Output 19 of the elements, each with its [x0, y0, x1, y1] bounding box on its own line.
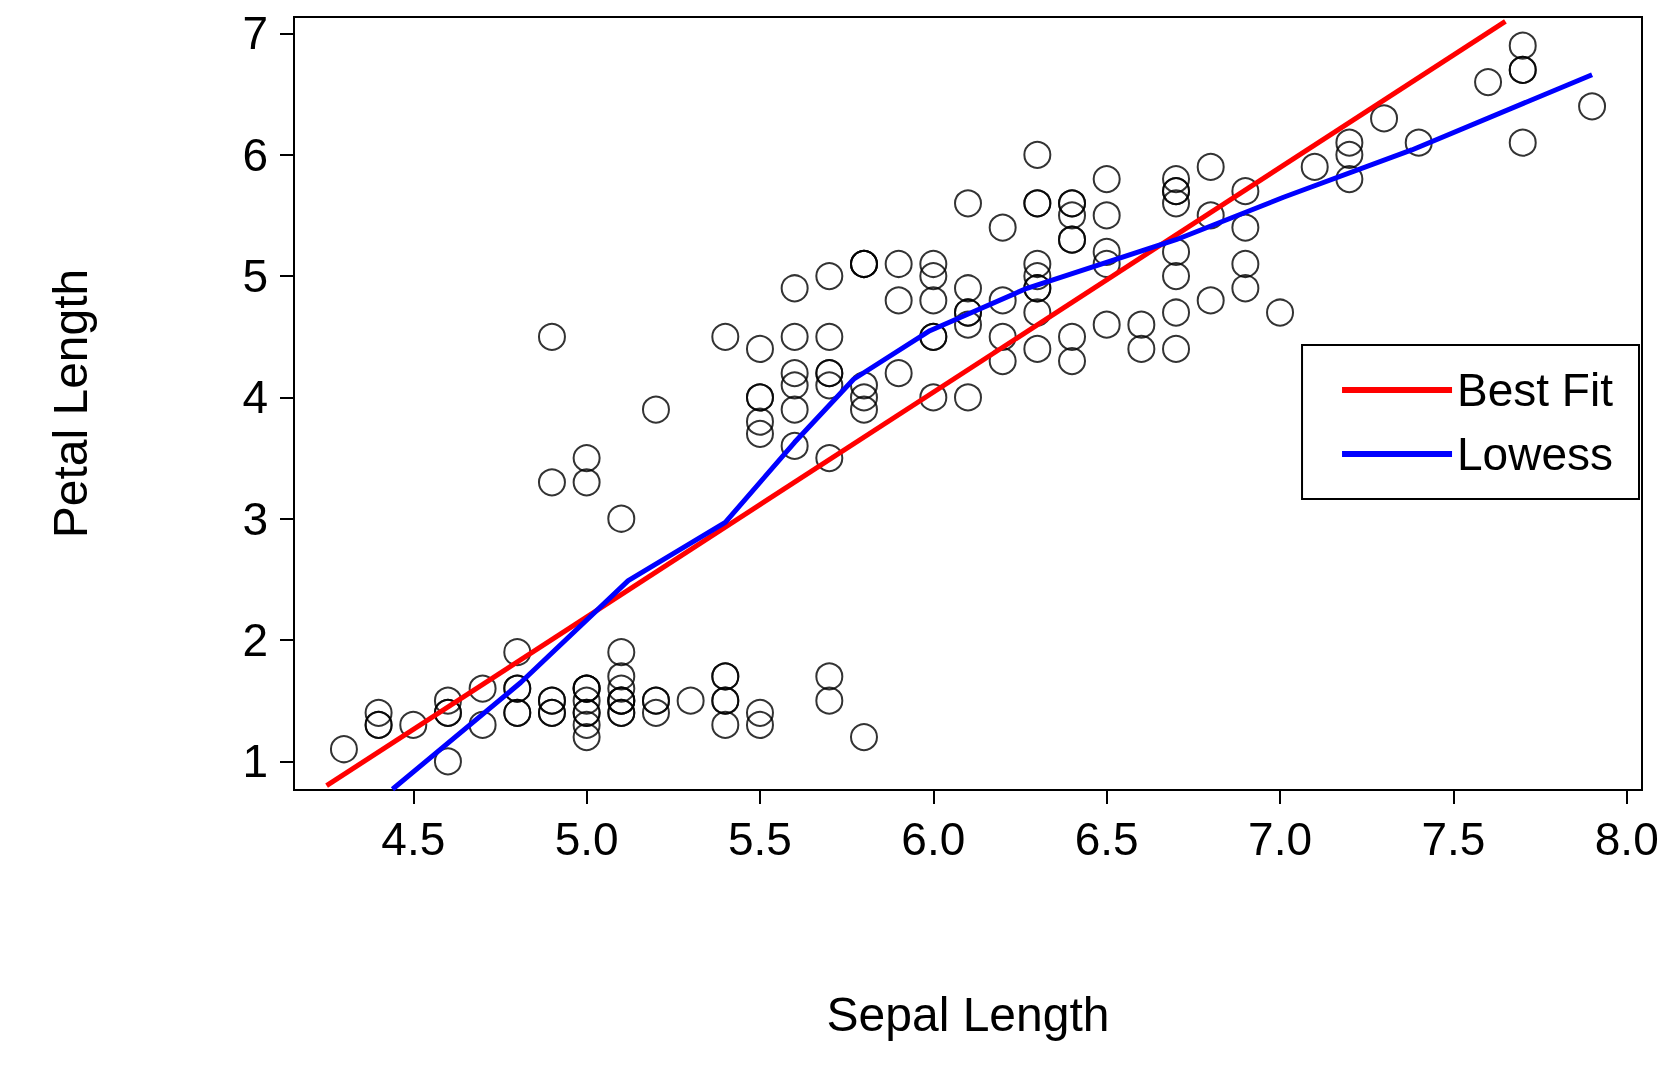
y-tick-label: 6: [242, 128, 268, 181]
y-tick-label: 7: [242, 7, 268, 60]
x-tick-label: 7.5: [1421, 813, 1486, 865]
x-tick-label: 6.0: [901, 813, 966, 865]
x-tick-label: 6.5: [1074, 813, 1139, 865]
y-tick-label: 2: [242, 614, 268, 667]
y-tick-label: 3: [242, 492, 268, 545]
y-tick-label: 1: [242, 735, 268, 788]
x-tick-label: 5.5: [728, 813, 792, 865]
x-axis-title: Sepal Length: [826, 987, 1110, 1041]
x-tick-label: 5.0: [554, 813, 619, 865]
x-tick-label: 8.0: [1594, 813, 1659, 865]
legend-label: Lowess: [1457, 428, 1613, 480]
x-tick-label: 7.0: [1248, 813, 1313, 865]
x-tick-label: 4.5: [381, 813, 446, 865]
y-axis-title: Petal Length: [43, 268, 97, 539]
legend-label: Best Fit: [1457, 364, 1614, 416]
y-tick-label: 4: [242, 371, 268, 424]
y-tick-label: 5: [242, 250, 268, 303]
